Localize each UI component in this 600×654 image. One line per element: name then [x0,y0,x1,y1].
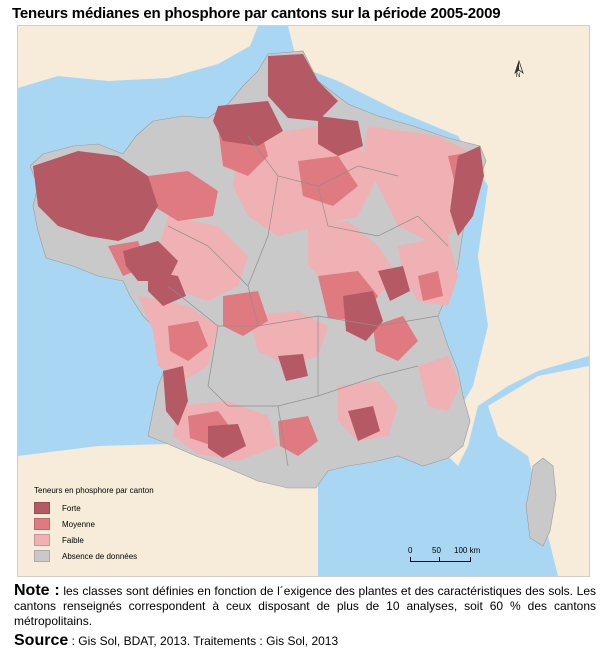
legend-item-forte: Forte [34,500,154,516]
scale-label-mid: 50 [432,546,441,555]
neighbour-countries [288,26,589,466]
north-arrow-icon [514,59,524,75]
legend-label-faible: Faible [62,535,84,545]
forte-zones [33,54,484,458]
england [18,26,258,88]
source-text: : Gis Sol, BDAT, 2013. Traitements : Gis… [68,634,339,648]
source-line: Source : Gis Sol, BDAT, 2013. Traitement… [14,632,338,650]
legend-item-absence: Absence de données [34,548,154,564]
scale-label-end: 100 km [454,546,481,555]
region-borders [167,135,449,467]
legend-item-faible: Faible [34,532,154,548]
legend-label-absence: Absence de données [62,551,138,561]
scale-line [410,557,471,562]
legend-swatch-absence [34,550,50,562]
legend-swatch-moyenne [34,518,50,530]
legend-label-forte: Forte [62,503,81,513]
legend-label-moyenne: Moyenne [62,519,95,529]
scale-label-zero: 0 [408,546,413,555]
note-text: les classes sont définies en fonction de… [14,584,597,628]
legend-item-moyenne: Moyenne [34,516,154,532]
map-title: Teneurs médianes en phosphore par canton… [12,5,501,22]
legend-swatch-forte [34,502,50,514]
corsica [525,457,557,547]
scale-tick [439,557,440,561]
note-paragraph: Note : les classes sont définies en fonc… [14,583,596,629]
legend-title: Teneurs en phosphore par canton [34,486,154,495]
scale-bar: 0 50 100 km [402,544,492,566]
spain [18,444,318,576]
map-area[interactable] [17,25,590,577]
north-label: N [516,73,521,79]
legend-swatch-faible [34,534,50,546]
legend: Teneurs en phosphore par canton Forte Mo… [34,486,154,564]
france-map [18,26,589,576]
note-prefix: Note : [14,582,60,599]
north-arrow: N [512,59,526,82]
source-prefix: Source [14,632,69,649]
